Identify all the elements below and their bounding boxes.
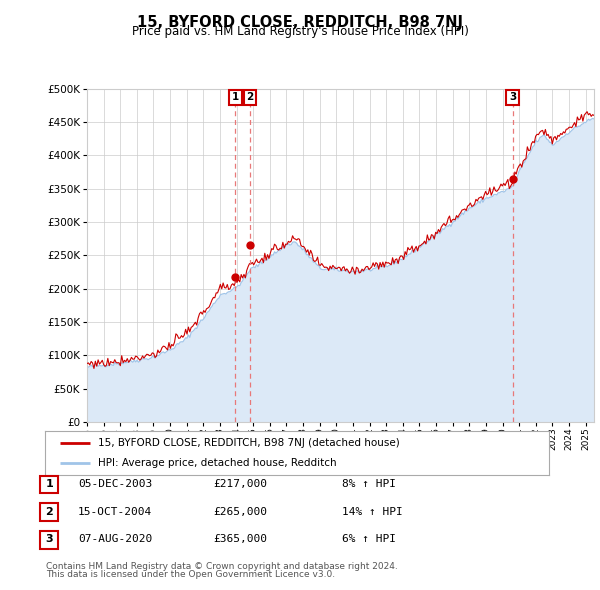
Text: 1: 1 [232,92,239,102]
Text: 3: 3 [46,535,53,544]
Text: £365,000: £365,000 [213,535,267,544]
Text: 05-DEC-2003: 05-DEC-2003 [78,479,152,489]
Text: 14% ↑ HPI: 14% ↑ HPI [342,507,403,516]
Text: 2: 2 [246,92,253,102]
Text: Price paid vs. HM Land Registry's House Price Index (HPI): Price paid vs. HM Land Registry's House … [131,25,469,38]
Text: £265,000: £265,000 [213,507,267,516]
Text: 3: 3 [509,92,516,102]
Text: 15-OCT-2004: 15-OCT-2004 [78,507,152,516]
Text: 8% ↑ HPI: 8% ↑ HPI [342,479,396,489]
Text: This data is licensed under the Open Government Licence v3.0.: This data is licensed under the Open Gov… [46,571,335,579]
Text: Contains HM Land Registry data © Crown copyright and database right 2024.: Contains HM Land Registry data © Crown c… [46,562,398,571]
Text: 15, BYFORD CLOSE, REDDITCH, B98 7NJ (detached house): 15, BYFORD CLOSE, REDDITCH, B98 7NJ (det… [98,438,400,448]
Text: £217,000: £217,000 [213,479,267,489]
Text: 1: 1 [46,479,53,489]
Text: 2: 2 [46,507,53,516]
Text: 6% ↑ HPI: 6% ↑ HPI [342,535,396,544]
Text: HPI: Average price, detached house, Redditch: HPI: Average price, detached house, Redd… [98,458,337,468]
Text: 15, BYFORD CLOSE, REDDITCH, B98 7NJ: 15, BYFORD CLOSE, REDDITCH, B98 7NJ [137,15,463,30]
Text: 07-AUG-2020: 07-AUG-2020 [78,535,152,544]
